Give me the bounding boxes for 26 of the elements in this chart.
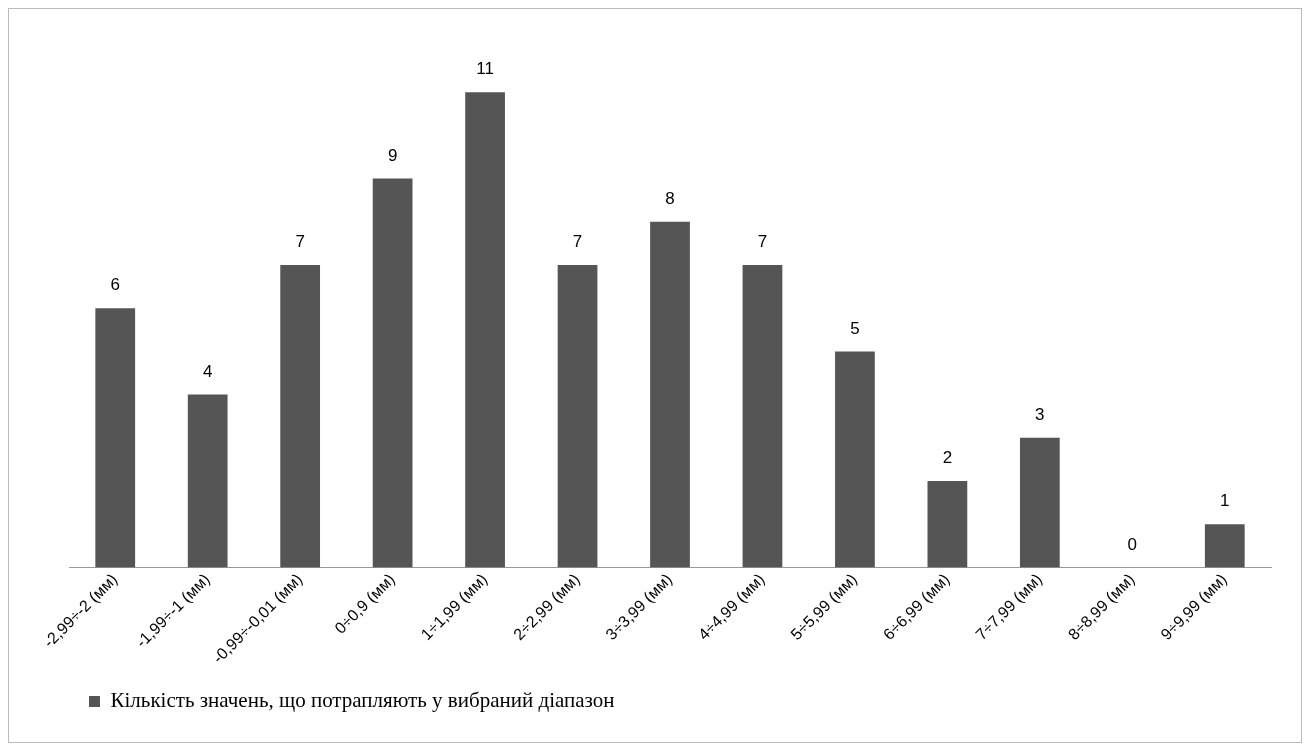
data-label: 0 [1127, 534, 1138, 554]
bar [1019, 437, 1060, 568]
bar [650, 221, 690, 568]
data-label: 8 [665, 188, 675, 208]
bar [372, 178, 413, 568]
data-label: 9 [387, 145, 398, 165]
bar [1204, 524, 1245, 568]
bar [465, 92, 505, 568]
data-label: 7 [295, 232, 305, 252]
data-label: 7 [572, 232, 583, 252]
bar [95, 308, 136, 568]
data-label: 1 [1220, 491, 1230, 511]
data-label: 3 [1035, 404, 1045, 424]
data-label: 11 [476, 59, 494, 79]
data-label: 4 [202, 361, 213, 381]
legend-label: Кількість значень, що потрапляють у вибраний діапазон [110, 688, 615, 713]
bar [280, 265, 321, 568]
data-label: 2 [942, 448, 953, 468]
bar [187, 394, 228, 568]
bar [927, 481, 968, 568]
data-label: 7 [757, 232, 768, 252]
data-label: 5 [850, 318, 860, 338]
data-label: 6 [110, 275, 120, 295]
bar [835, 351, 875, 568]
bar [742, 265, 783, 568]
bar [557, 265, 598, 568]
